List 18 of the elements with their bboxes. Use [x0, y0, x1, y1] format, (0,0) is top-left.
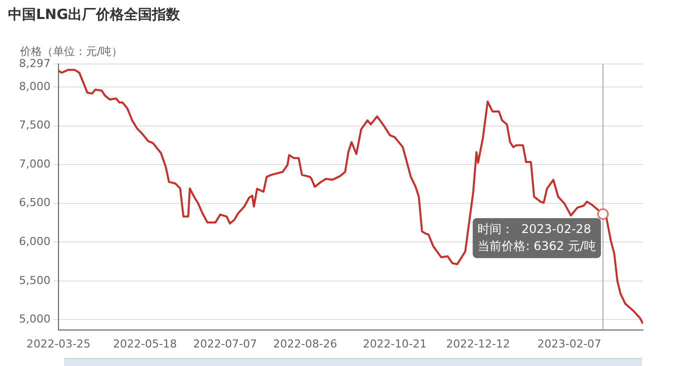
y-tick-label: 7,500	[18, 118, 50, 132]
x-tick-label: 2022-10-21	[362, 337, 427, 350]
x-tick-label: 2023-02-07	[537, 337, 602, 350]
x-tick-label: 2022-07-07	[193, 337, 258, 350]
x-tick-label: 2022-12-12	[446, 337, 510, 350]
y-tick-label: 5,000	[18, 312, 50, 326]
chart-title: 中国LNG出厂价格全国指数	[8, 6, 180, 24]
y-tick-label: 8,000	[18, 80, 50, 93]
annotation: 时间： 2023-02-28 当前价格: 6362 元/吨	[478, 222, 596, 254]
y-tick-label: 6,500	[18, 196, 50, 210]
y-axis-title: 价格（单位：元/吨）	[20, 44, 123, 58]
y-tick-label: 8,297	[18, 56, 50, 70]
y-tick-label: 5,500	[18, 274, 50, 287]
x-tick-label: 2022-08-26	[273, 337, 338, 350]
x-tick-label: 2022-05-18	[112, 337, 177, 350]
x-tick-label: 2022-03-25	[26, 337, 90, 350]
y-tick-label: 6,000	[18, 235, 50, 248]
y-tick-label: 7,000	[18, 157, 50, 170]
